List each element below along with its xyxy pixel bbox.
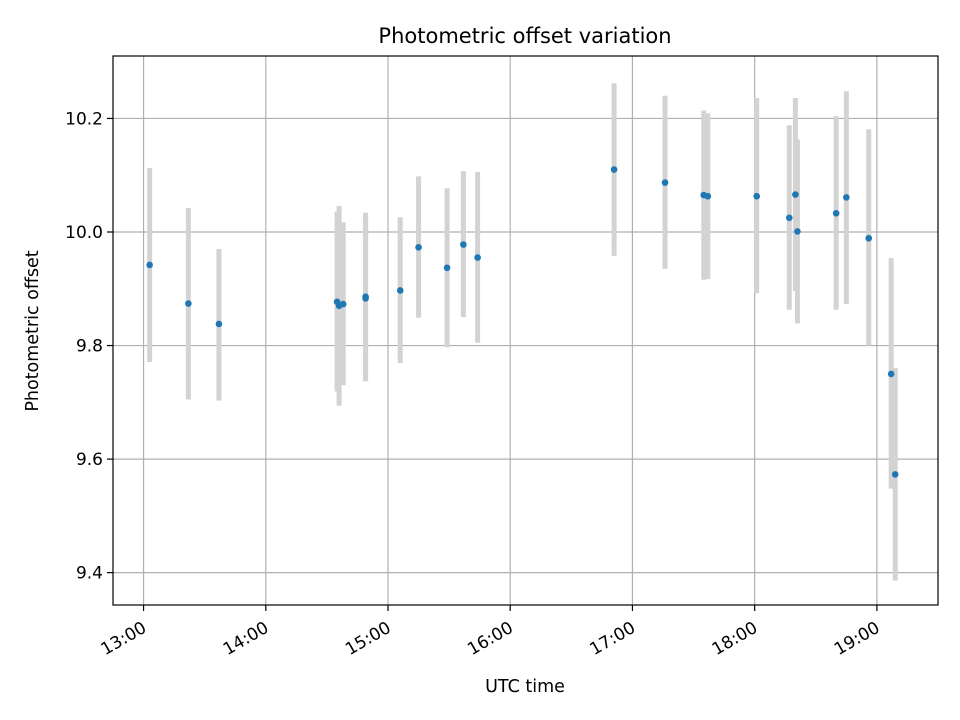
x-tick-label: 15:00 <box>342 618 394 660</box>
data-point <box>661 179 669 186</box>
data-point <box>396 287 404 294</box>
y-axis-label: Photometric offset <box>23 250 43 411</box>
data-point <box>610 166 618 173</box>
data-point <box>339 300 347 308</box>
data-point <box>832 209 840 217</box>
data-point <box>794 228 801 235</box>
y-tick-label: 9.6 <box>76 450 103 470</box>
x-axis-ticks: 13:00 14:00 15:00 16:00 17:00 18:00 19:00 <box>98 605 883 660</box>
data-point <box>362 295 369 302</box>
x-tick-label: 13:00 <box>98 618 150 660</box>
x-tick-label: 17:00 <box>587 618 639 660</box>
data-point <box>792 191 799 198</box>
data-point <box>887 370 895 378</box>
data-point <box>474 254 481 261</box>
data-point <box>785 214 793 222</box>
data-point <box>443 264 451 272</box>
y-tick-label: 9.8 <box>76 337 103 357</box>
plot-background <box>113 56 938 605</box>
data-point <box>891 471 899 478</box>
data-points <box>146 166 899 478</box>
y-tick-label: 10.2 <box>65 109 103 129</box>
data-point <box>415 244 422 251</box>
chart-title: Photometric offset variation <box>378 24 671 48</box>
y-tick-label: 9.4 <box>76 564 103 584</box>
plot-frame <box>112 55 939 606</box>
y-axis-ticks: 9.4 9.6 9.8 10.0 10.2 <box>65 109 113 584</box>
x-axis-label: UTC time <box>485 677 565 697</box>
data-point <box>843 194 850 201</box>
x-tick-label: 14:00 <box>220 618 272 660</box>
data-point <box>753 192 761 200</box>
x-tick-label: 18:00 <box>709 618 761 660</box>
x-tick-label: 19:00 <box>831 618 883 660</box>
data-point <box>215 320 223 328</box>
data-point <box>865 234 873 242</box>
y-tick-label: 10.0 <box>65 223 103 243</box>
x-tick-label: 16:00 <box>464 618 516 660</box>
data-point <box>146 261 153 269</box>
data-point <box>185 300 192 307</box>
data-point <box>704 192 712 200</box>
data-point <box>460 241 467 248</box>
